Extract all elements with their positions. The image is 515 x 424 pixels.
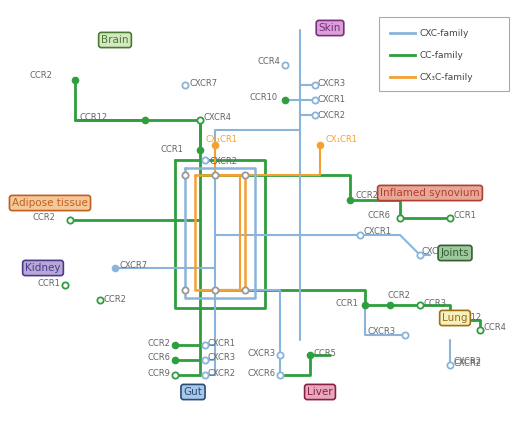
Text: Lung: Lung: [442, 313, 468, 323]
Text: CX₁CR1: CX₁CR1: [205, 136, 237, 145]
Text: CCR2: CCR2: [355, 192, 378, 201]
Text: CX₁CR1: CX₁CR1: [325, 136, 357, 145]
Text: CXCR7: CXCR7: [190, 78, 218, 87]
Text: CXCR1: CXCR1: [208, 338, 236, 348]
Text: Brain: Brain: [101, 35, 129, 45]
Text: CXCR7: CXCR7: [120, 262, 148, 271]
Text: CX₃C-family: CX₃C-family: [420, 73, 474, 81]
Text: CXCR2: CXCR2: [422, 248, 450, 257]
Text: Adipose tissue: Adipose tissue: [12, 198, 88, 208]
Text: CCR2: CCR2: [147, 338, 170, 348]
Text: CCR2: CCR2: [104, 295, 127, 304]
Text: CCR6: CCR6: [147, 354, 170, 363]
Text: CCR9: CCR9: [147, 369, 170, 379]
Text: CCR3: CCR3: [424, 298, 447, 307]
Text: CXCR3: CXCR3: [248, 349, 276, 357]
Text: CXCR3: CXCR3: [318, 78, 346, 87]
Text: CXCR2: CXCR2: [208, 369, 236, 379]
Text: CXCR2: CXCR2: [318, 111, 346, 120]
Text: CCR2: CCR2: [387, 290, 410, 299]
Text: CXCR2: CXCR2: [454, 357, 482, 366]
Text: CXCR2: CXCR2: [210, 157, 238, 167]
Text: CXCR1: CXCR1: [364, 228, 392, 237]
Text: Joints: Joints: [441, 248, 469, 258]
Text: CCR4: CCR4: [483, 323, 506, 332]
Text: CCR1: CCR1: [160, 145, 183, 154]
Text: CCR2: CCR2: [32, 214, 55, 223]
Text: CXCR3: CXCR3: [368, 327, 396, 337]
Text: Skin: Skin: [319, 23, 341, 33]
Text: Gut: Gut: [183, 387, 202, 397]
Text: CXCR4: CXCR4: [204, 114, 232, 123]
Text: CXCR3: CXCR3: [208, 354, 236, 363]
Text: CXCR2: CXCR2: [454, 359, 482, 368]
Text: CCR2: CCR2: [29, 70, 52, 80]
Text: Kidney: Kidney: [25, 263, 61, 273]
Text: CXC-family: CXC-family: [420, 28, 469, 37]
Text: CC-family: CC-family: [420, 50, 464, 59]
Text: CCR1: CCR1: [37, 279, 60, 287]
Text: CCR4: CCR4: [257, 58, 280, 67]
Text: CCR6: CCR6: [367, 210, 390, 220]
Text: CCR12: CCR12: [454, 312, 482, 321]
Text: CCR10: CCR10: [250, 94, 278, 103]
Text: Liver: Liver: [307, 387, 333, 397]
Text: CCR5: CCR5: [313, 349, 336, 357]
Text: Inflamed synovium: Inflamed synovium: [380, 188, 480, 198]
Text: CCR1: CCR1: [335, 298, 358, 307]
Text: CXCR1: CXCR1: [318, 95, 346, 103]
FancyBboxPatch shape: [379, 17, 509, 91]
Text: CXCR6: CXCR6: [248, 368, 276, 377]
Text: CCR1: CCR1: [454, 210, 477, 220]
Text: CCR12: CCR12: [80, 112, 108, 122]
